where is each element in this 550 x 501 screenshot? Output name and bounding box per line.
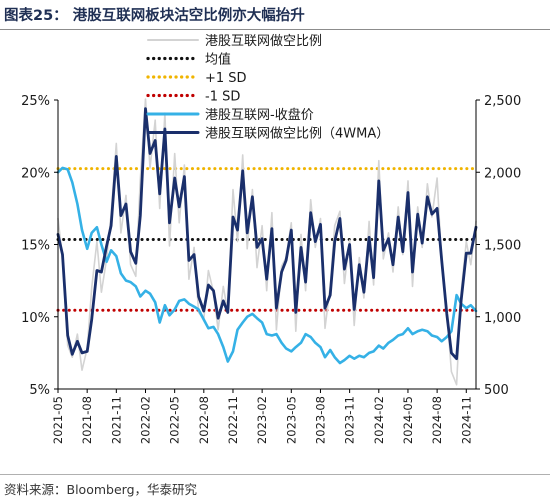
x-tick-label: 2023-08 (313, 396, 327, 444)
x-tick-label: 2021-08 (80, 396, 94, 444)
footer-divider (0, 474, 550, 475)
title-divider (0, 29, 550, 30)
right-tick-label: 500 (484, 383, 509, 398)
chart-svg: 5% 10% 15% 20% 25% 500 1,000 1,500 2,000 2,500 202… (21, 34, 521, 444)
x-tick-label: 2021-05 (51, 396, 65, 444)
legend-label: +1 SD (205, 71, 247, 86)
x-tick-label: 2022-02 (138, 396, 152, 444)
right-tick-label: 2,000 (484, 166, 521, 181)
x-tick-label: 2024-05 (401, 396, 415, 444)
x-tick-label: 2022-05 (168, 396, 182, 444)
x-tick-label: 2021-11 (109, 396, 123, 444)
x-tick-label: 2024-08 (430, 396, 444, 444)
series-short-ratio-4wma (56, 107, 478, 361)
source-note: 资料来源：Bloomberg，华泰研究 (4, 482, 197, 497)
legend-label: 港股互联网做空比例（4WMA） (205, 127, 389, 142)
legend-label: 港股互联网做空比例 (205, 34, 322, 49)
x-tick-label: 2024-11 (459, 396, 473, 444)
legend-label: -1 SD (205, 90, 240, 105)
x-tick-label: 2022-08 (197, 396, 211, 444)
left-tick-label: 25% (21, 94, 50, 109)
series-short-ratio (57, 98, 477, 386)
reference-lines (56, 167, 478, 312)
left-tick-label: 5% (29, 383, 50, 398)
series-line-3 (56, 107, 478, 361)
x-tick-label: 2023-05 (284, 396, 298, 444)
x-tick-label: 2024-02 (372, 396, 386, 444)
series-close-price (56, 166, 478, 365)
left-tick-label: 10% (21, 311, 50, 326)
right-tick-label: 1,000 (484, 311, 521, 326)
figure-title: 图表25： 港股互联网板块沽空比例亦大幅抬升 (4, 8, 305, 24)
x-tick-label: 2023-11 (343, 396, 357, 444)
axes: 5% 10% 15% 20% 25% 500 1,000 1,500 2,000 2,500 202… (21, 94, 521, 444)
right-tick-label: 1,500 (484, 239, 521, 254)
legend-label: 港股互联网-收盘价 (205, 107, 314, 123)
x-tick-label: 2022-11 (226, 396, 240, 444)
left-tick-label: 20% (21, 166, 50, 181)
x-tick-label: 2023-02 (255, 396, 269, 444)
left-tick-label: 15% (21, 239, 50, 254)
series-line-1 (57, 98, 477, 386)
series-line-2 (56, 166, 478, 365)
legend-label: 均值 (205, 52, 231, 68)
right-tick-label: 2,500 (484, 94, 521, 109)
